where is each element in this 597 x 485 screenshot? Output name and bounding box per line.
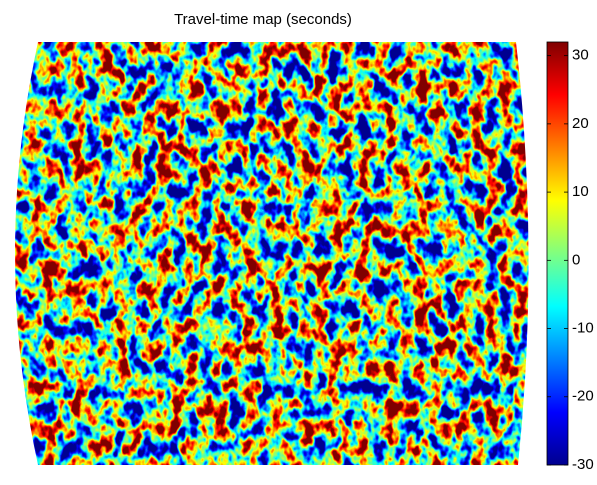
colorbar: -30 -20 -10 0 10 20 30 — [546, 41, 594, 473]
colorbar-tick-label: 0 — [572, 251, 580, 268]
colorbar-tick-label: -30 — [572, 456, 594, 473]
colorbar-tick-label: 10 — [572, 183, 589, 200]
chart-title: Travel-time map (seconds) — [174, 11, 352, 28]
colorbar-tick-label: -10 — [572, 320, 594, 337]
colorbar-tick-label: 30 — [572, 47, 589, 64]
travel-time-field — [15, 42, 529, 465]
colorbar-tick-label: -20 — [572, 388, 594, 405]
colorbar-tick-label: 20 — [572, 115, 589, 132]
map — [15, 42, 529, 465]
colorbar-scale — [546, 41, 569, 466]
